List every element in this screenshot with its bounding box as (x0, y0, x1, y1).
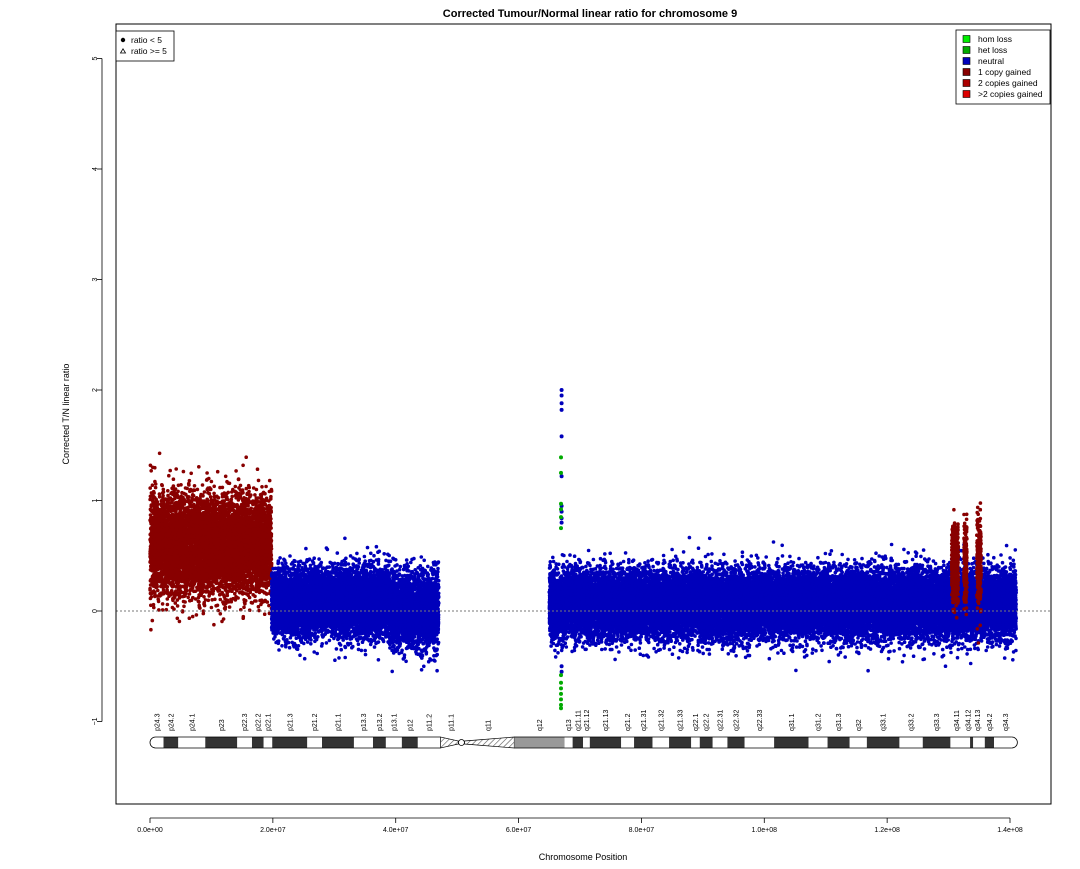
data-point (191, 615, 195, 619)
data-point (221, 486, 225, 490)
data-point (219, 612, 223, 616)
data-point (220, 620, 224, 624)
chart-title: Corrected Tumour/Normal linear ratio for… (443, 8, 737, 20)
data-point (257, 605, 261, 609)
data-point (186, 596, 190, 600)
data-point (161, 602, 165, 606)
data-point (201, 483, 205, 487)
data-point (193, 484, 197, 488)
data-point (167, 474, 171, 478)
scatter-points (148, 452, 1018, 674)
data-point (203, 604, 207, 608)
data-point (149, 628, 153, 632)
data-point (154, 486, 158, 490)
data-point (188, 616, 192, 620)
data-point (224, 475, 228, 479)
data-point (257, 479, 261, 483)
data-point (188, 592, 192, 596)
data-point (153, 480, 157, 484)
data-point (235, 491, 239, 495)
data-point (244, 455, 248, 459)
data-point (166, 489, 170, 493)
data-point (212, 623, 216, 627)
data-point (161, 494, 165, 498)
segment-points (148, 452, 273, 632)
data-point (182, 470, 186, 474)
data-point (212, 485, 216, 489)
data-point (176, 604, 180, 608)
data-point (260, 485, 264, 489)
data-point (241, 464, 245, 468)
data-point (264, 485, 268, 489)
data-point (219, 598, 223, 602)
data-point (188, 599, 192, 603)
data-point (210, 606, 214, 610)
data-point (205, 471, 209, 475)
